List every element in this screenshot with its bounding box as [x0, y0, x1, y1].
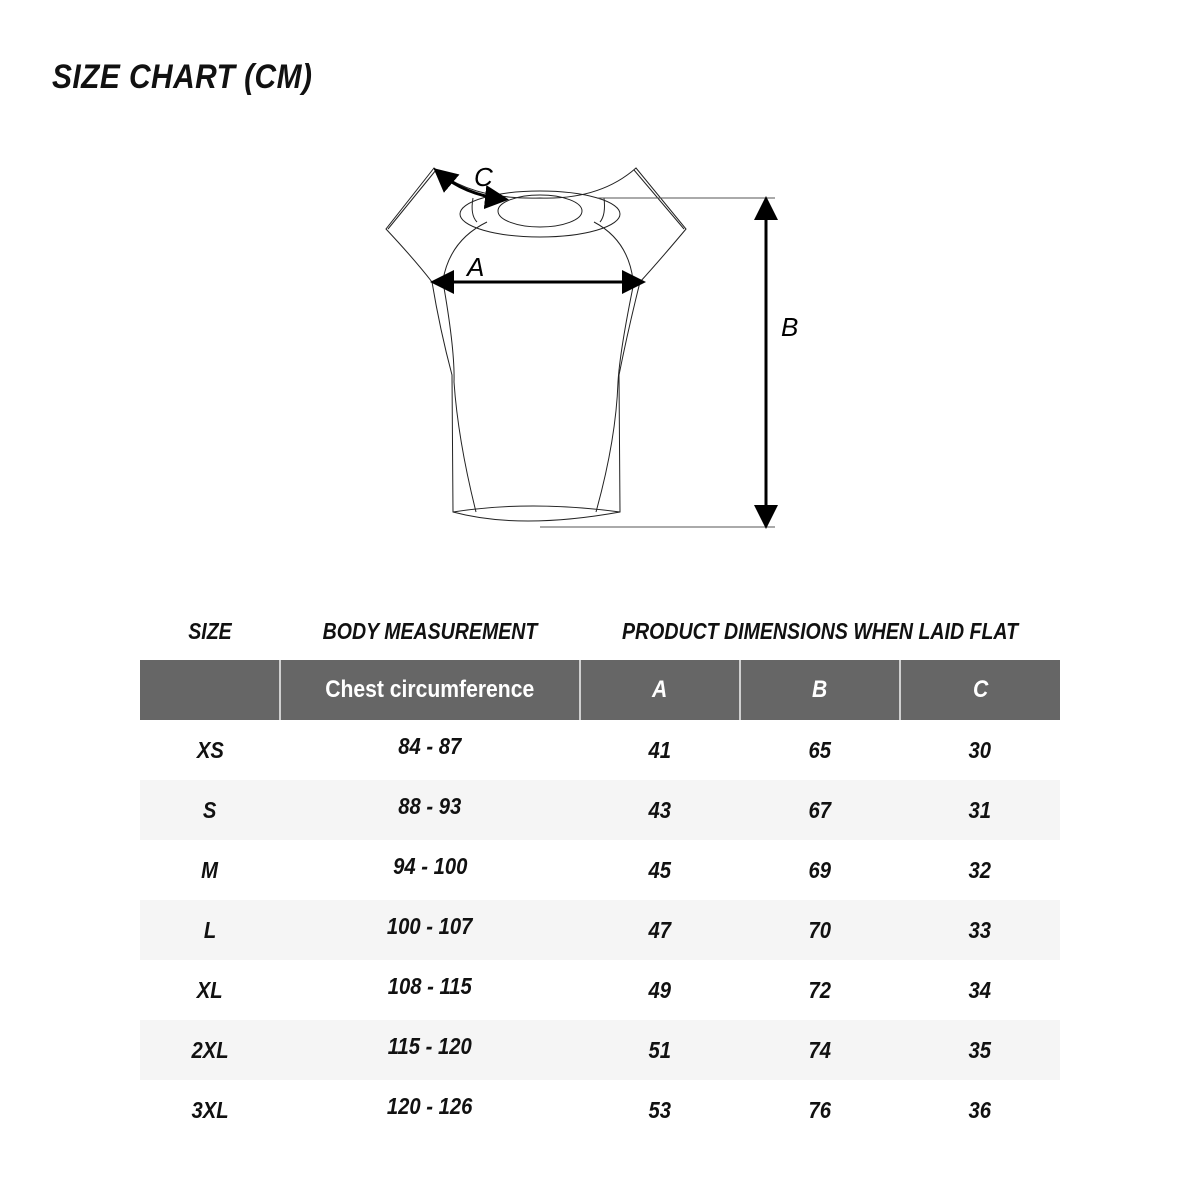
cell-a: 49: [648, 976, 672, 1003]
column-header-size: [140, 660, 280, 720]
table-row: XL 108 - 115 49 72 34: [140, 960, 1060, 1020]
column-header-c: C: [899, 660, 1060, 720]
cell-c: 34: [968, 976, 992, 1003]
cell-c: 30: [968, 736, 992, 763]
cell-chest: 88 - 93: [280, 780, 580, 840]
column-header-b: B: [739, 660, 900, 720]
table-row: L 100 - 107 47 70 33: [140, 900, 1060, 960]
cell-b: 70: [740, 900, 900, 960]
arrow-c: [433, 168, 509, 210]
column-header-chest: Chest circumference: [279, 660, 580, 720]
cell-chest: 115 - 120: [280, 1020, 580, 1080]
cell-a: 53: [648, 1096, 672, 1123]
tshirt-diagram: A B C: [385, 162, 798, 529]
group-header-size: SIZE: [188, 618, 232, 644]
cell-chest: 100 - 107: [280, 900, 580, 960]
cell-a: 47: [580, 900, 740, 960]
group-header-product: PRODUCT DIMENSIONS WHEN LAID FLAT: [621, 618, 1019, 644]
cell-c: 35: [900, 1020, 1060, 1080]
cell-size: L: [140, 900, 280, 960]
column-header-a: A: [579, 660, 740, 720]
label-a: A: [465, 252, 484, 282]
cell-a: 51: [580, 1020, 740, 1080]
table-row: 3XL 120 - 126 53 76 36: [140, 1080, 1060, 1140]
cell-size: 2XL: [140, 1020, 280, 1080]
cell-b: 67: [740, 780, 900, 840]
cell-b: 74: [740, 1020, 900, 1080]
size-table: Chest circumference A B C XS 84 - 87 41 65 3…: [140, 660, 1060, 1140]
label-c: C: [474, 162, 493, 192]
label-b: B: [781, 312, 798, 342]
page-title: SIZE CHART (CM): [52, 58, 313, 96]
cell-c: 33: [900, 900, 1060, 960]
cell-a: 41: [648, 736, 672, 763]
cell-size: S: [140, 780, 280, 840]
cell-b: 72: [808, 976, 832, 1003]
cell-b: 76: [808, 1096, 832, 1123]
cell-size: 3XL: [191, 1096, 229, 1123]
measurement-arrows: [430, 168, 778, 529]
cell-c: 36: [968, 1096, 992, 1123]
table-row: M 94 - 100 45 69 32: [140, 840, 1060, 900]
table-row: XS 84 - 87 41 65 30: [140, 720, 1060, 780]
group-header-body: BODY MEASUREMENT: [322, 618, 538, 644]
cell-chest: 108 - 115: [387, 972, 473, 999]
cell-c: 31: [900, 780, 1060, 840]
cell-size: M: [201, 856, 219, 883]
table-header-row: Chest circumference A B C: [140, 660, 1060, 720]
table-row: S 88 - 93 43 67 31: [140, 780, 1060, 840]
tshirt-outline: [385, 167, 775, 528]
cell-size: XL: [197, 976, 223, 1003]
cell-chest: 120 - 126: [387, 1092, 473, 1119]
cell-b: 69: [808, 856, 832, 883]
cell-a: 43: [580, 780, 740, 840]
table-row: 2XL 115 - 120 51 74 35: [140, 1020, 1060, 1080]
cell-c: 32: [968, 856, 992, 883]
cell-chest: 94 - 100: [392, 852, 468, 879]
cell-b: 65: [808, 736, 832, 763]
cell-chest: 84 - 87: [398, 732, 462, 759]
cell-a: 45: [648, 856, 672, 883]
cell-size: XS: [196, 736, 224, 763]
